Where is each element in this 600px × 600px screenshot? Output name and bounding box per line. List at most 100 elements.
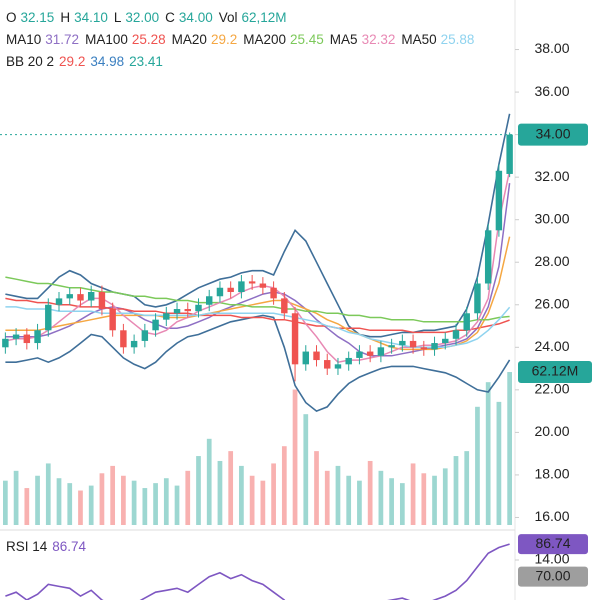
candle-body	[34, 330, 41, 344]
volume-bar	[292, 389, 298, 525]
rsi-tick-label: 70.00	[535, 567, 570, 583]
y-tick-label: 28.00	[534, 253, 569, 269]
volume-bar	[206, 438, 212, 525]
y-tick-label: 30.00	[534, 210, 569, 226]
ma-line	[5, 297, 510, 334]
ohlc-value: 32.15	[21, 10, 55, 25]
volume-bar	[67, 483, 73, 525]
candle-body	[23, 334, 31, 344]
volume-bar	[185, 470, 191, 525]
volume-bar	[421, 473, 427, 525]
volume-bar	[88, 485, 94, 525]
candle-body	[366, 351, 374, 356]
volume-tag-label: 62.12M	[532, 363, 579, 379]
candle-body	[506, 134, 513, 174]
bb-name: BB 20 2	[6, 54, 54, 69]
candle-body	[495, 170, 503, 231]
ohlc-row: O 32.15 H 34.10 L 32.00 C 34.00 Vol 62,12M	[6, 10, 287, 25]
volume-bar	[110, 465, 116, 525]
candle-body	[227, 287, 234, 293]
candle-body	[12, 334, 20, 339]
volume-bar	[35, 475, 40, 525]
rsi-name: RSI 14	[6, 539, 48, 554]
bb-row: BB 20 2 29.2 34.98 23.41	[6, 54, 163, 69]
volume-bar	[324, 470, 330, 525]
ma-name: MA200	[243, 32, 286, 47]
candle-body	[313, 351, 320, 361]
volume-bar	[399, 483, 405, 525]
candle-body	[206, 296, 213, 305]
candle-body	[442, 338, 449, 344]
ohlc-value: 32.00	[125, 10, 159, 25]
y-tick-label: 36.00	[534, 83, 569, 99]
candle-body	[130, 340, 138, 348]
bollinger-lower	[5, 314, 511, 413]
bollinger-upper	[5, 113, 511, 338]
y-tick-label: 20.00	[534, 423, 569, 439]
ma-value: 32.32	[362, 32, 396, 47]
volume-bar	[475, 406, 480, 525]
bb-upper: 34.98	[90, 54, 124, 69]
ohlc-key: H	[60, 10, 70, 25]
y-tick-label: 14.00	[534, 551, 569, 567]
candle-body	[291, 313, 299, 365]
ma-name: MA100	[85, 32, 128, 47]
candle-body	[324, 360, 331, 369]
volume-bar	[389, 478, 394, 525]
candle-body	[377, 347, 385, 356]
ohlc-key: C	[165, 10, 175, 25]
volume-bar	[45, 463, 51, 525]
axis-layer: 14.00 16.00 18.00 20.00 22.00 24.00 26.00 28.00…	[0, 40, 592, 587]
rsi-value: 86.74	[52, 539, 86, 554]
candle-layer	[2, 132, 513, 382]
candle-body	[463, 313, 470, 331]
rsi-header: RSI 14 86.74	[6, 539, 87, 554]
candle-body	[66, 294, 73, 299]
candle-body	[334, 364, 342, 369]
ohlc-key: L	[114, 10, 122, 25]
candle-body	[409, 340, 417, 348]
ohlc-key: Vol	[219, 10, 238, 25]
volume-bar	[13, 470, 19, 525]
volume-bar	[174, 485, 180, 525]
volume-bar	[357, 480, 362, 525]
volume-bar	[378, 470, 384, 525]
volume-bar	[346, 475, 352, 525]
volume-bar	[228, 451, 234, 525]
volume-bar	[335, 465, 341, 525]
candle-body	[2, 338, 9, 348]
candle-body	[55, 298, 63, 305]
ma-value: 25.28	[132, 32, 166, 47]
ohlc-value: 62,12M	[242, 10, 287, 25]
ohlc-value: 34.00	[179, 10, 213, 25]
volume-bar	[485, 382, 491, 525]
candle-body	[98, 292, 106, 310]
y-tick-label: 26.00	[534, 295, 569, 311]
candle-body	[87, 292, 95, 301]
rsi-line	[5, 543, 510, 600]
candle-body	[173, 309, 181, 314]
y-tick-label: 38.00	[534, 40, 569, 56]
ma-name: MA20	[172, 32, 207, 47]
candle-body	[270, 287, 277, 299]
candle-body	[388, 345, 395, 348]
candle-body	[109, 309, 116, 331]
ma-line	[5, 306, 511, 349]
volume-bar	[99, 473, 105, 525]
ma-value: 25.45	[290, 32, 324, 47]
candle-body	[45, 304, 52, 331]
ma-line	[5, 276, 510, 323]
volume-bar	[24, 488, 30, 525]
candle-body	[281, 298, 288, 314]
candle-body	[77, 294, 84, 301]
candle-body	[259, 283, 267, 288]
volume-bar	[142, 488, 148, 525]
rsi-layer	[5, 543, 510, 600]
ohlc-value: 34.10	[74, 10, 108, 25]
candle-body	[345, 357, 352, 365]
volume-bar	[131, 480, 137, 525]
volume-bar	[367, 460, 373, 525]
volume-bar	[78, 490, 83, 525]
volume-bar	[260, 480, 266, 525]
